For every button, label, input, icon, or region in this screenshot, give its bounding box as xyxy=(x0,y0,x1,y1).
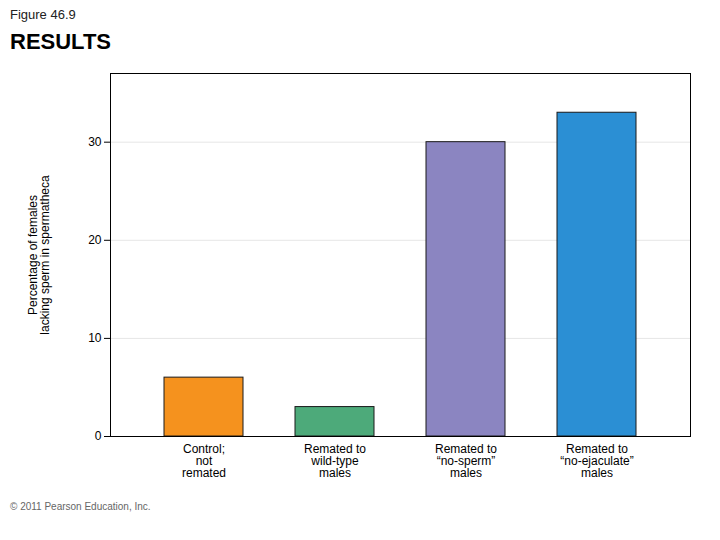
html-text:Figure 46.9: Figure 46.9 xyxy=(10,7,76,22)
html-text:© 2011 Pearson Education, Inc.: © 2011 Pearson Education, Inc. xyxy=(10,501,151,512)
svg-text:20: 20 xyxy=(88,233,102,247)
html-text:RESULTS: RESULTS xyxy=(10,29,111,54)
svg-text:0: 0 xyxy=(95,429,102,443)
svg-text:Percentage of femaleslacking s: Percentage of femaleslacking sperm in sp… xyxy=(26,175,52,335)
svg-text:Remated to“no-ejaculate”males: Remated to“no-ejaculate”males xyxy=(560,442,633,480)
svg-text:Remated towild-typemales: Remated towild-typemales xyxy=(304,442,366,480)
svg-text:Remated to“no-sperm”males: Remated to“no-sperm”males xyxy=(435,442,497,480)
svg-text:30: 30 xyxy=(88,135,102,149)
svg-text:10: 10 xyxy=(88,331,102,345)
svg-text:Control;notremated: Control;notremated xyxy=(182,442,226,480)
